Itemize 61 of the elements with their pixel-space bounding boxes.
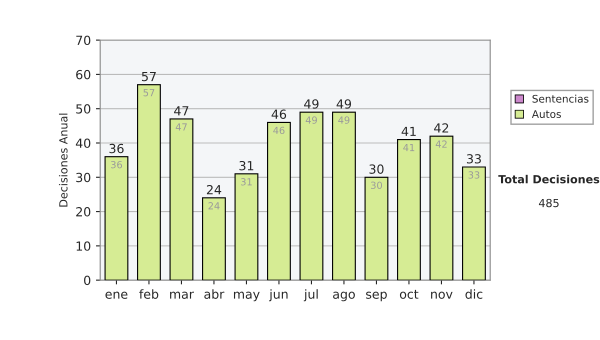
data-label: 33 (468, 171, 480, 179)
y-axis-title: Decisiones Anual (58, 114, 68, 207)
y-tick-label: 40 (76, 138, 90, 148)
bar (364, 176, 388, 280)
data-label: 49 (306, 116, 317, 124)
y-tick-label: 70 (76, 36, 90, 46)
total-label: 49 (304, 99, 319, 109)
data-label: 24 (208, 202, 220, 210)
total-label: 46 (272, 110, 286, 119)
legend-label: Sentencias (532, 94, 588, 103)
total-label: 30 (369, 164, 384, 174)
bar (397, 139, 421, 280)
y-tick-label: 30 (76, 172, 90, 182)
data-label: 30 (371, 182, 382, 189)
y-tick-label: 60 (76, 70, 90, 80)
text: 485 (538, 198, 559, 208)
bar (234, 173, 258, 280)
total-label: 41 (402, 126, 416, 136)
x-tick-label: abr (204, 289, 224, 299)
data-label: 49 (338, 116, 350, 124)
legend-label: Autos (532, 110, 561, 118)
x-tick-label: jun (269, 289, 288, 302)
data-label: 36 (111, 160, 122, 168)
bar (170, 118, 194, 280)
bar (267, 122, 291, 280)
data-label: 31 (241, 178, 252, 186)
total-label: 49 (336, 99, 352, 109)
y-tick-label: 0 (84, 276, 90, 286)
bar (104, 156, 128, 280)
data-label: 57 (144, 89, 154, 96)
total-label: 47 (174, 106, 188, 116)
x-tick-label: ene (105, 292, 128, 299)
bar (430, 136, 454, 280)
x-tick-label: feb (139, 289, 158, 299)
data-label: 42 (436, 140, 447, 148)
total-label: 57 (142, 72, 156, 82)
x-tick-label: nov (431, 292, 453, 299)
x-tick-label: oct (400, 290, 418, 299)
total-label: 33 (466, 154, 481, 164)
bar (202, 197, 226, 280)
text: Total Decisiones (498, 174, 600, 184)
data-label: 46 (273, 126, 285, 134)
y-tick-label: 10 (76, 241, 90, 251)
x-tick-label: dic (466, 289, 482, 299)
data-label: 47 (176, 123, 187, 130)
total-label: 31 (239, 160, 254, 170)
y-tick-label: 50 (76, 104, 90, 114)
data-label: 41 (403, 144, 414, 152)
y-tick-label: 20 (76, 207, 90, 217)
bar (332, 112, 356, 280)
x-tick-label: sep (366, 292, 387, 302)
bar (300, 112, 324, 280)
x-tick-label: ago (333, 292, 355, 302)
bar (137, 84, 161, 280)
x-tick-label: mar (170, 292, 194, 299)
total-label: 42 (434, 123, 448, 133)
total-label: 24 (206, 184, 222, 194)
total-label: 36 (109, 144, 124, 154)
x-tick-label: jul (304, 289, 318, 302)
x-tick-label: may (234, 292, 260, 302)
bar (462, 166, 486, 280)
